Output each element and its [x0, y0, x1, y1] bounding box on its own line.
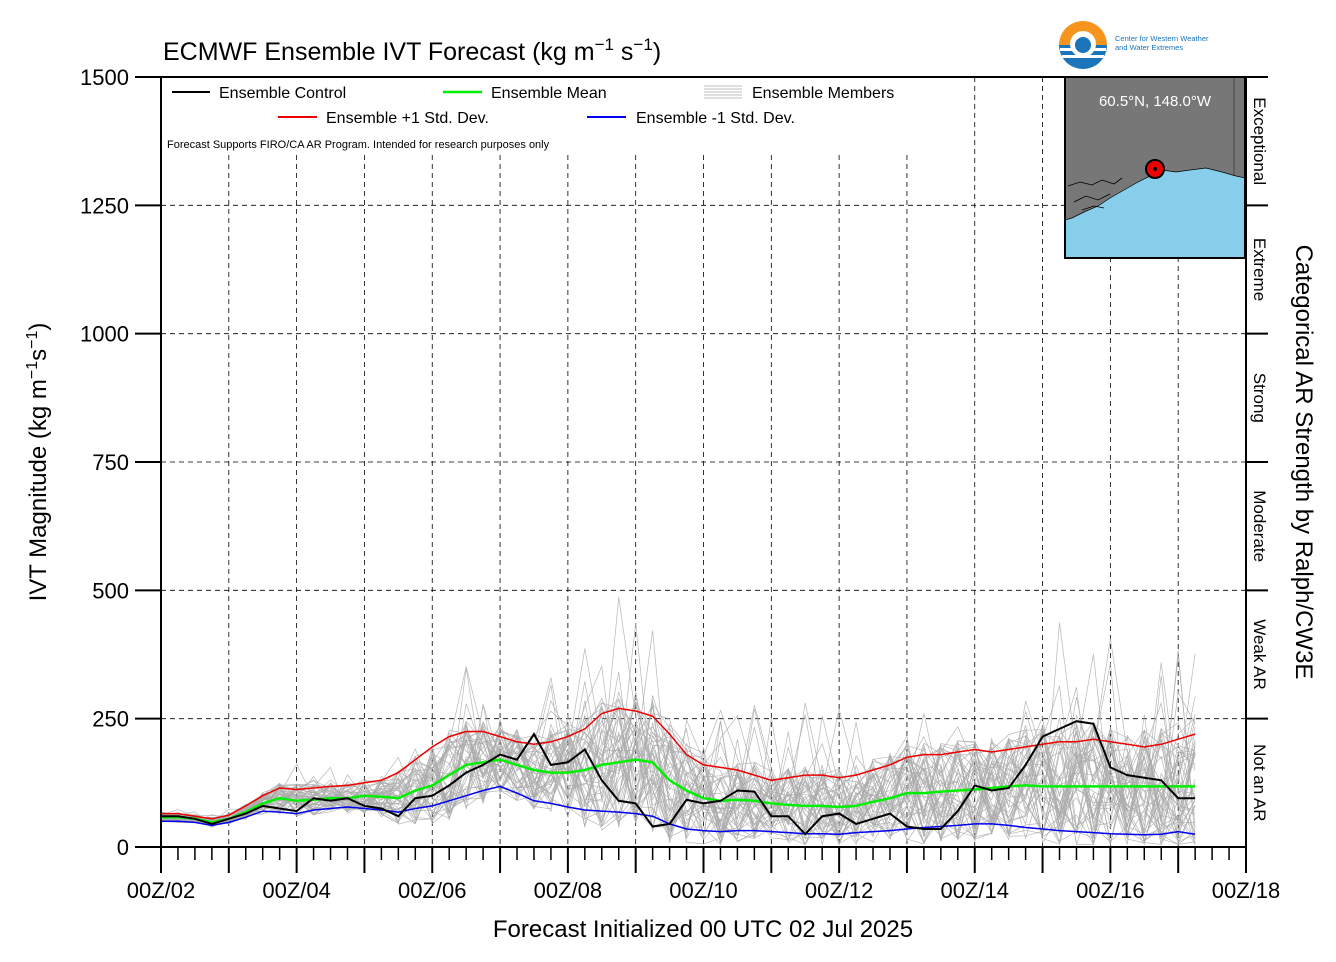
category-label: Exceptional: [1250, 97, 1269, 185]
axes: 0 250 500 750 1000 1250 1500 00Z/02 00Z/04 00Z/06…: [80, 65, 1280, 903]
legend-label-control: Ensemble Control: [219, 85, 346, 102]
inset-map: 60.5°N, 148.0°W: [1064, 76, 1246, 259]
legend-swatch-members: [704, 85, 742, 99]
location-marker-center: [1153, 167, 1157, 171]
member-line: [160, 705, 1196, 837]
category-label: Extreme: [1250, 238, 1269, 301]
member-line: [160, 685, 1196, 846]
member-line: [160, 684, 1196, 840]
member-line: [160, 677, 1196, 845]
minus-std-line: [161, 785, 1196, 836]
y-tick-label: 1250: [80, 193, 129, 218]
cw3e-logo: Center for Western Weather and Water Ext…: [1059, 21, 1209, 69]
x-tick-label: 00Z/12: [805, 878, 874, 903]
y-tick-label: 500: [92, 578, 129, 603]
logo-text-line2: and Water Extremes: [1115, 43, 1183, 52]
x-tick-label: 00Z/08: [534, 878, 603, 903]
ensemble-members: [160, 597, 1196, 846]
disclaimer-note: Forecast Supports FIRO/CA AR Program. In…: [167, 139, 550, 151]
x-tick-label: 00Z/14: [941, 878, 1010, 903]
member-line: [160, 701, 1196, 845]
control-line: [161, 720, 1196, 836]
legend-label-mean: Ensemble Mean: [491, 85, 607, 102]
x-tick-label: 00Z/10: [669, 878, 738, 903]
inset-map-frame: [1064, 76, 1246, 259]
legend-label-members: Ensemble Members: [752, 85, 894, 102]
x-tick-label: 00Z/06: [398, 878, 467, 903]
mean-line: [161, 758, 1196, 824]
member-line: [160, 597, 1196, 841]
member-line: [160, 702, 1196, 845]
series-lines: [161, 707, 1196, 836]
member-line: [160, 671, 1196, 842]
logo-text-line1: Center for Western Weather: [1115, 34, 1209, 43]
member-line: [160, 697, 1196, 846]
member-line: [160, 708, 1196, 840]
category-label: Moderate: [1250, 490, 1269, 562]
x-tick-label: 00Z/04: [262, 878, 331, 903]
legend: Ensemble Control Ensemble Mean Ensemble …: [167, 85, 894, 151]
y-axis-label: IVT Magnitude (kg m−1s−1): [24, 323, 52, 602]
legend-label-plus-std: Ensemble +1 Std. Dev.: [326, 110, 489, 127]
category-label: Strong: [1250, 373, 1269, 423]
y-tick-label: 0: [117, 835, 129, 860]
member-line: [160, 710, 1196, 846]
y-tick-label: 1000: [80, 322, 129, 347]
x-tick-label: 00Z/02: [127, 878, 196, 903]
chart-title: ECMWF Ensemble IVT Forecast (kg m−1 s−1): [163, 35, 661, 66]
category-label: Weak AR: [1250, 619, 1269, 690]
x-tick-label: 00Z/16: [1076, 878, 1145, 903]
y-tick-label: 750: [92, 450, 129, 475]
member-line: [160, 650, 1196, 840]
inset-map-location-label: 60.5°N, 148.0°W: [1099, 93, 1212, 110]
category-label: Not an AR: [1250, 744, 1269, 822]
legend-label-minus-std: Ensemble -1 Std. Dev.: [636, 110, 795, 127]
plus-std-line: [161, 707, 1196, 820]
x-axis-label: Forecast Initialized 00 UTC 02 Jul 2025: [493, 916, 913, 943]
y-tick-label: 250: [92, 707, 129, 732]
x-tick-label: 00Z/18: [1212, 878, 1281, 903]
logo-icon-drop: [1075, 37, 1091, 53]
y-tick-label: 1500: [80, 65, 129, 90]
right-axis-label: Categorical AR Strength by Ralph/CW3E: [1290, 245, 1317, 680]
inset-map-coast-detail: [1067, 177, 1123, 211]
